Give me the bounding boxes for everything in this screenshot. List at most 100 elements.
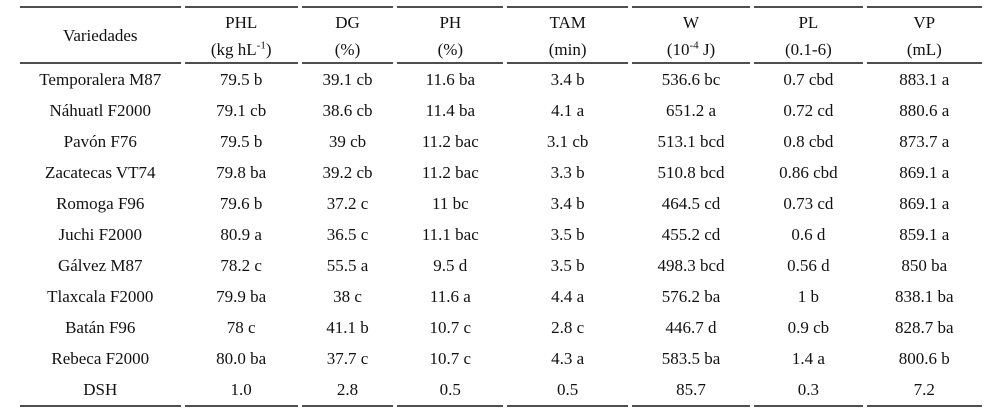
header-row-units: (kg hL-1) (%) (%) (min) (10-4 J) (0.1-6)… bbox=[20, 36, 982, 64]
table-row: Tlaxcala F2000 79.9 ba 38 c 11.6 a 4.4 a… bbox=[20, 281, 982, 312]
table-row: Batán F96 78 c 41.1 b 10.7 c 2.8 c 446.7… bbox=[20, 312, 982, 343]
value-cell: 3.1 cb bbox=[546, 132, 589, 151]
variety-cell: Romoga F96 bbox=[56, 194, 145, 213]
value-cell: 78 c bbox=[226, 318, 256, 337]
value-cell: 10.7 c bbox=[429, 349, 472, 368]
varieties-quality-table: Variedades PHL DG PH TAM W PL VP (kg hL-… bbox=[16, 6, 986, 407]
variety-cell: Temporalera M87 bbox=[39, 70, 162, 89]
value-cell: 800.6 b bbox=[898, 349, 950, 368]
value-cell: 79.8 ba bbox=[216, 163, 267, 182]
column-unit-dg: (%) bbox=[301, 36, 394, 64]
value-cell: 838.1 ba bbox=[895, 287, 954, 306]
value-cell: 0.73 cd bbox=[783, 194, 834, 213]
value-cell: 39.2 cb bbox=[322, 163, 373, 182]
value-cell: 80.0 ba bbox=[216, 349, 267, 368]
column-unit-phl: (kg hL-1) bbox=[184, 36, 298, 64]
column-header-vp: VP bbox=[866, 6, 982, 36]
table-row: Náhuatl F2000 79.1 cb 38.6 cb 11.4 ba 4.… bbox=[20, 95, 982, 126]
value-cell: 80.9 a bbox=[220, 225, 262, 244]
variety-cell: Zacatecas VT74 bbox=[44, 163, 156, 182]
column-header-ph: PH bbox=[397, 6, 504, 36]
value-cell: 85.7 bbox=[631, 374, 751, 407]
column-header-w: W bbox=[631, 6, 751, 36]
value-cell: 859.1 a bbox=[899, 225, 950, 244]
value-cell: 883.1 a bbox=[899, 70, 950, 89]
variety-cell: Batán F96 bbox=[65, 318, 136, 337]
value-cell: 11.2 bac bbox=[421, 163, 479, 182]
value-cell: 651.2 a bbox=[666, 101, 717, 120]
value-cell: 446.7 d bbox=[665, 318, 717, 337]
table-row: Temporalera M87 79.5 b 39.1 cb 11.6 ba 3… bbox=[20, 64, 982, 95]
value-cell: 11.6 ba bbox=[425, 70, 476, 89]
value-cell: 0.5 bbox=[507, 374, 628, 407]
value-cell: 11 bc bbox=[431, 194, 469, 213]
value-cell: 576.2 ba bbox=[661, 287, 721, 306]
value-cell: 41.1 b bbox=[326, 318, 369, 337]
value-cell: 0.3 bbox=[754, 374, 863, 407]
value-cell: 869.1 a bbox=[899, 194, 950, 213]
value-cell: 79.9 ba bbox=[216, 287, 267, 306]
column-unit-w: (10-4 J) bbox=[631, 36, 751, 64]
column-header-dg: DG bbox=[301, 6, 394, 36]
column-unit-tam: (min) bbox=[507, 36, 628, 64]
table-row: Pavón F76 79.5 b 39 cb 11.2 bac 3.1 cb 5… bbox=[20, 126, 982, 157]
value-cell: 79.5 b bbox=[219, 70, 263, 89]
value-cell: 510.8 bcd bbox=[657, 163, 725, 182]
table-row: Zacatecas VT74 79.8 ba 39.2 cb 11.2 bac … bbox=[20, 157, 982, 188]
value-cell: 0.6 d bbox=[791, 225, 826, 244]
value-cell: 513.1 bcd bbox=[657, 132, 725, 151]
value-cell: 0.5 bbox=[397, 374, 504, 407]
value-cell: 828.7 ba bbox=[895, 318, 954, 337]
variety-cell: Gálvez M87 bbox=[57, 256, 143, 275]
value-cell: 78.2 c bbox=[220, 256, 262, 275]
table-row: Romoga F96 79.6 b 37.2 c 11 bc 3.4 b 464… bbox=[20, 188, 982, 219]
value-cell: 0.8 cbd bbox=[783, 132, 834, 151]
value-cell: 9.5 d bbox=[433, 256, 468, 275]
column-header-phl: PHL bbox=[184, 6, 298, 36]
variety-cell: Tlaxcala F2000 bbox=[47, 287, 154, 306]
value-cell: 0.56 d bbox=[787, 256, 830, 275]
table-row: Rebeca F2000 80.0 ba 37.7 c 10.7 c 4.3 a… bbox=[20, 343, 982, 374]
value-cell: 3.4 b bbox=[550, 194, 585, 213]
value-cell: 38.6 cb bbox=[322, 101, 373, 120]
value-cell: 850 ba bbox=[901, 256, 948, 275]
value-cell: 38 c bbox=[333, 287, 362, 306]
value-cell: 11.2 bac bbox=[421, 132, 479, 151]
column-unit-ph: (%) bbox=[397, 36, 504, 64]
variety-cell: Juchi F2000 bbox=[58, 225, 143, 244]
value-cell: 873.7 a bbox=[899, 132, 950, 151]
value-cell: 1.4 a bbox=[791, 349, 825, 368]
column-header-varieties: Variedades bbox=[20, 6, 181, 64]
value-cell: 1.0 bbox=[184, 374, 298, 407]
table-row: Gálvez M87 78.2 c 55.5 a 9.5 d 3.5 b 498… bbox=[20, 250, 982, 281]
value-cell: 79.6 b bbox=[219, 194, 263, 213]
variety-cell: DSH bbox=[20, 374, 181, 407]
value-cell: 3.3 b bbox=[550, 163, 585, 182]
value-cell: 37.2 c bbox=[326, 194, 369, 213]
value-cell: 536.6 bc bbox=[661, 70, 721, 89]
variety-cell: Pavón F76 bbox=[63, 132, 137, 151]
column-unit-pl: (0.1-6) bbox=[754, 36, 863, 64]
value-cell: 79.1 cb bbox=[216, 101, 267, 120]
value-cell: 3.4 b bbox=[550, 70, 585, 89]
value-cell: 79.5 b bbox=[219, 132, 263, 151]
value-cell: 36.5 c bbox=[326, 225, 369, 244]
value-cell: 880.6 a bbox=[899, 101, 950, 120]
value-cell: 39.1 cb bbox=[322, 70, 373, 89]
value-cell: 11.1 bac bbox=[421, 225, 479, 244]
value-cell: 455.2 cd bbox=[661, 225, 721, 244]
value-cell: 464.5 cd bbox=[661, 194, 721, 213]
value-cell: 0.86 cbd bbox=[779, 163, 838, 182]
variety-cell: Náhuatl F2000 bbox=[49, 101, 152, 120]
value-cell: 0.7 cbd bbox=[783, 70, 834, 89]
value-cell: 10.7 c bbox=[429, 318, 472, 337]
value-cell: 2.8 bbox=[301, 374, 394, 407]
value-cell: 4.1 a bbox=[551, 101, 585, 120]
value-cell: 498.3 bcd bbox=[657, 256, 725, 275]
value-cell: 55.5 a bbox=[326, 256, 369, 275]
value-cell: 7.2 bbox=[866, 374, 982, 407]
value-cell: 1 b bbox=[797, 287, 820, 306]
variety-cell: Rebeca F2000 bbox=[51, 349, 150, 368]
value-cell: 4.4 a bbox=[551, 287, 585, 306]
